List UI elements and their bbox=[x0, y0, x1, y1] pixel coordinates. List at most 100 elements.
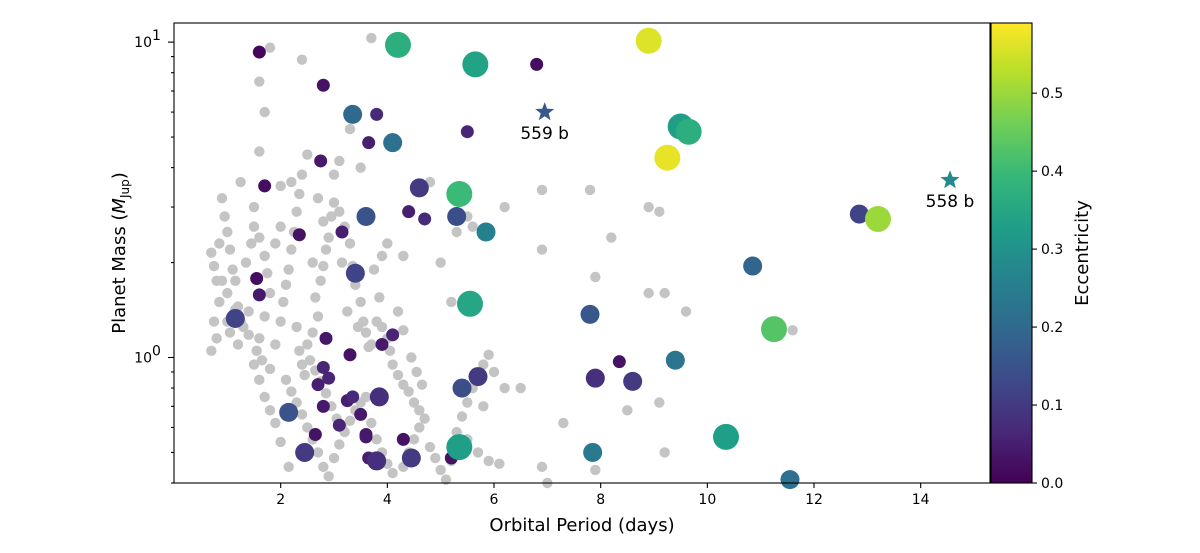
points-layer bbox=[206, 27, 891, 490]
background-point bbox=[243, 306, 254, 317]
background-point bbox=[307, 327, 318, 338]
background-point bbox=[374, 292, 385, 303]
background-point bbox=[216, 275, 228, 287]
background-point bbox=[283, 461, 294, 473]
x-axis: 2 4 6 8 10 12 14 bbox=[276, 483, 930, 508]
background-point bbox=[606, 232, 617, 243]
background-point bbox=[248, 359, 260, 370]
y-tick-exponent: 1 bbox=[152, 28, 161, 44]
background-point bbox=[654, 397, 665, 408]
background-point bbox=[299, 369, 310, 381]
planet-point bbox=[252, 288, 266, 302]
background-point bbox=[590, 271, 601, 283]
background-point bbox=[254, 232, 265, 243]
background-point bbox=[355, 162, 366, 173]
x-tick-label: 14 bbox=[912, 492, 930, 508]
planet-point bbox=[383, 133, 403, 153]
colorbar-tick-label: 0.0 bbox=[1041, 476, 1063, 492]
background-point bbox=[227, 264, 238, 275]
background-point bbox=[488, 366, 500, 378]
colorbar-tick-label: 0.1 bbox=[1041, 398, 1063, 414]
planet-point bbox=[356, 206, 376, 226]
planet-point bbox=[367, 451, 387, 471]
planet-point bbox=[452, 378, 472, 398]
planet-point bbox=[761, 316, 787, 343]
background-point bbox=[408, 434, 420, 445]
background-point bbox=[296, 54, 308, 65]
background-point bbox=[312, 311, 324, 322]
background-point bbox=[590, 464, 601, 476]
planet-point bbox=[225, 308, 245, 328]
background-point bbox=[312, 447, 324, 458]
plot-frame bbox=[173, 22, 991, 484]
background-point bbox=[387, 359, 398, 370]
y-tick-label: 10 bbox=[134, 351, 152, 367]
background-point bbox=[302, 422, 313, 433]
planet-point bbox=[530, 57, 544, 71]
planet-point bbox=[446, 180, 473, 207]
planet-point bbox=[292, 228, 306, 242]
y-tick-label: 10 bbox=[134, 35, 152, 51]
planet-point bbox=[252, 45, 266, 59]
planet-point bbox=[460, 125, 474, 139]
background-point bbox=[344, 238, 356, 249]
background-point bbox=[643, 201, 654, 213]
background-point bbox=[312, 192, 324, 204]
background-point bbox=[262, 268, 273, 279]
background-point bbox=[243, 329, 254, 341]
background-point bbox=[446, 296, 457, 308]
planet-point bbox=[580, 304, 600, 324]
planet-point bbox=[362, 136, 376, 150]
planet-point bbox=[314, 154, 328, 168]
background-point bbox=[294, 188, 305, 200]
background-point bbox=[208, 316, 220, 327]
background-point bbox=[622, 405, 633, 416]
planet-point bbox=[346, 390, 360, 404]
background-point bbox=[275, 221, 286, 232]
background-point bbox=[435, 464, 446, 476]
colorbar-frame bbox=[990, 22, 1033, 484]
planet-point bbox=[258, 179, 272, 193]
background-point bbox=[416, 379, 428, 390]
background-point bbox=[659, 447, 670, 458]
background-point bbox=[254, 146, 265, 157]
background-point bbox=[483, 455, 494, 467]
background-point bbox=[224, 244, 236, 255]
background-point bbox=[248, 221, 260, 232]
background-point bbox=[246, 238, 257, 249]
planet-point bbox=[402, 205, 416, 219]
planet-point bbox=[675, 118, 702, 145]
planet-point bbox=[743, 256, 763, 276]
background-point bbox=[536, 184, 548, 196]
background-point bbox=[382, 238, 393, 249]
background-point bbox=[214, 238, 225, 249]
planet-point bbox=[583, 442, 603, 462]
planet-point bbox=[612, 355, 626, 369]
background-point bbox=[206, 247, 217, 258]
background-point bbox=[264, 42, 276, 53]
background-point bbox=[536, 244, 548, 255]
planet-point bbox=[418, 212, 432, 226]
background-point bbox=[360, 391, 372, 403]
planet-point bbox=[359, 430, 373, 444]
background-point bbox=[302, 149, 313, 160]
planet-point bbox=[386, 328, 400, 342]
background-point bbox=[494, 458, 505, 470]
background-point bbox=[318, 260, 329, 272]
planet-point bbox=[585, 368, 605, 388]
colorbar-axis: 0.0 0.1 0.2 0.3 0.4 0.5 bbox=[1032, 86, 1063, 492]
background-point bbox=[376, 250, 388, 262]
background-point bbox=[344, 123, 356, 135]
background-point bbox=[366, 417, 377, 429]
background-point bbox=[318, 216, 329, 227]
background-point bbox=[398, 325, 409, 336]
background-point bbox=[323, 471, 334, 482]
background-point bbox=[334, 206, 345, 217]
background-point bbox=[259, 311, 270, 322]
background-point bbox=[499, 201, 510, 213]
background-point bbox=[216, 192, 228, 204]
planet-point bbox=[375, 337, 389, 351]
background-point bbox=[411, 366, 422, 378]
planet-point bbox=[385, 31, 411, 58]
